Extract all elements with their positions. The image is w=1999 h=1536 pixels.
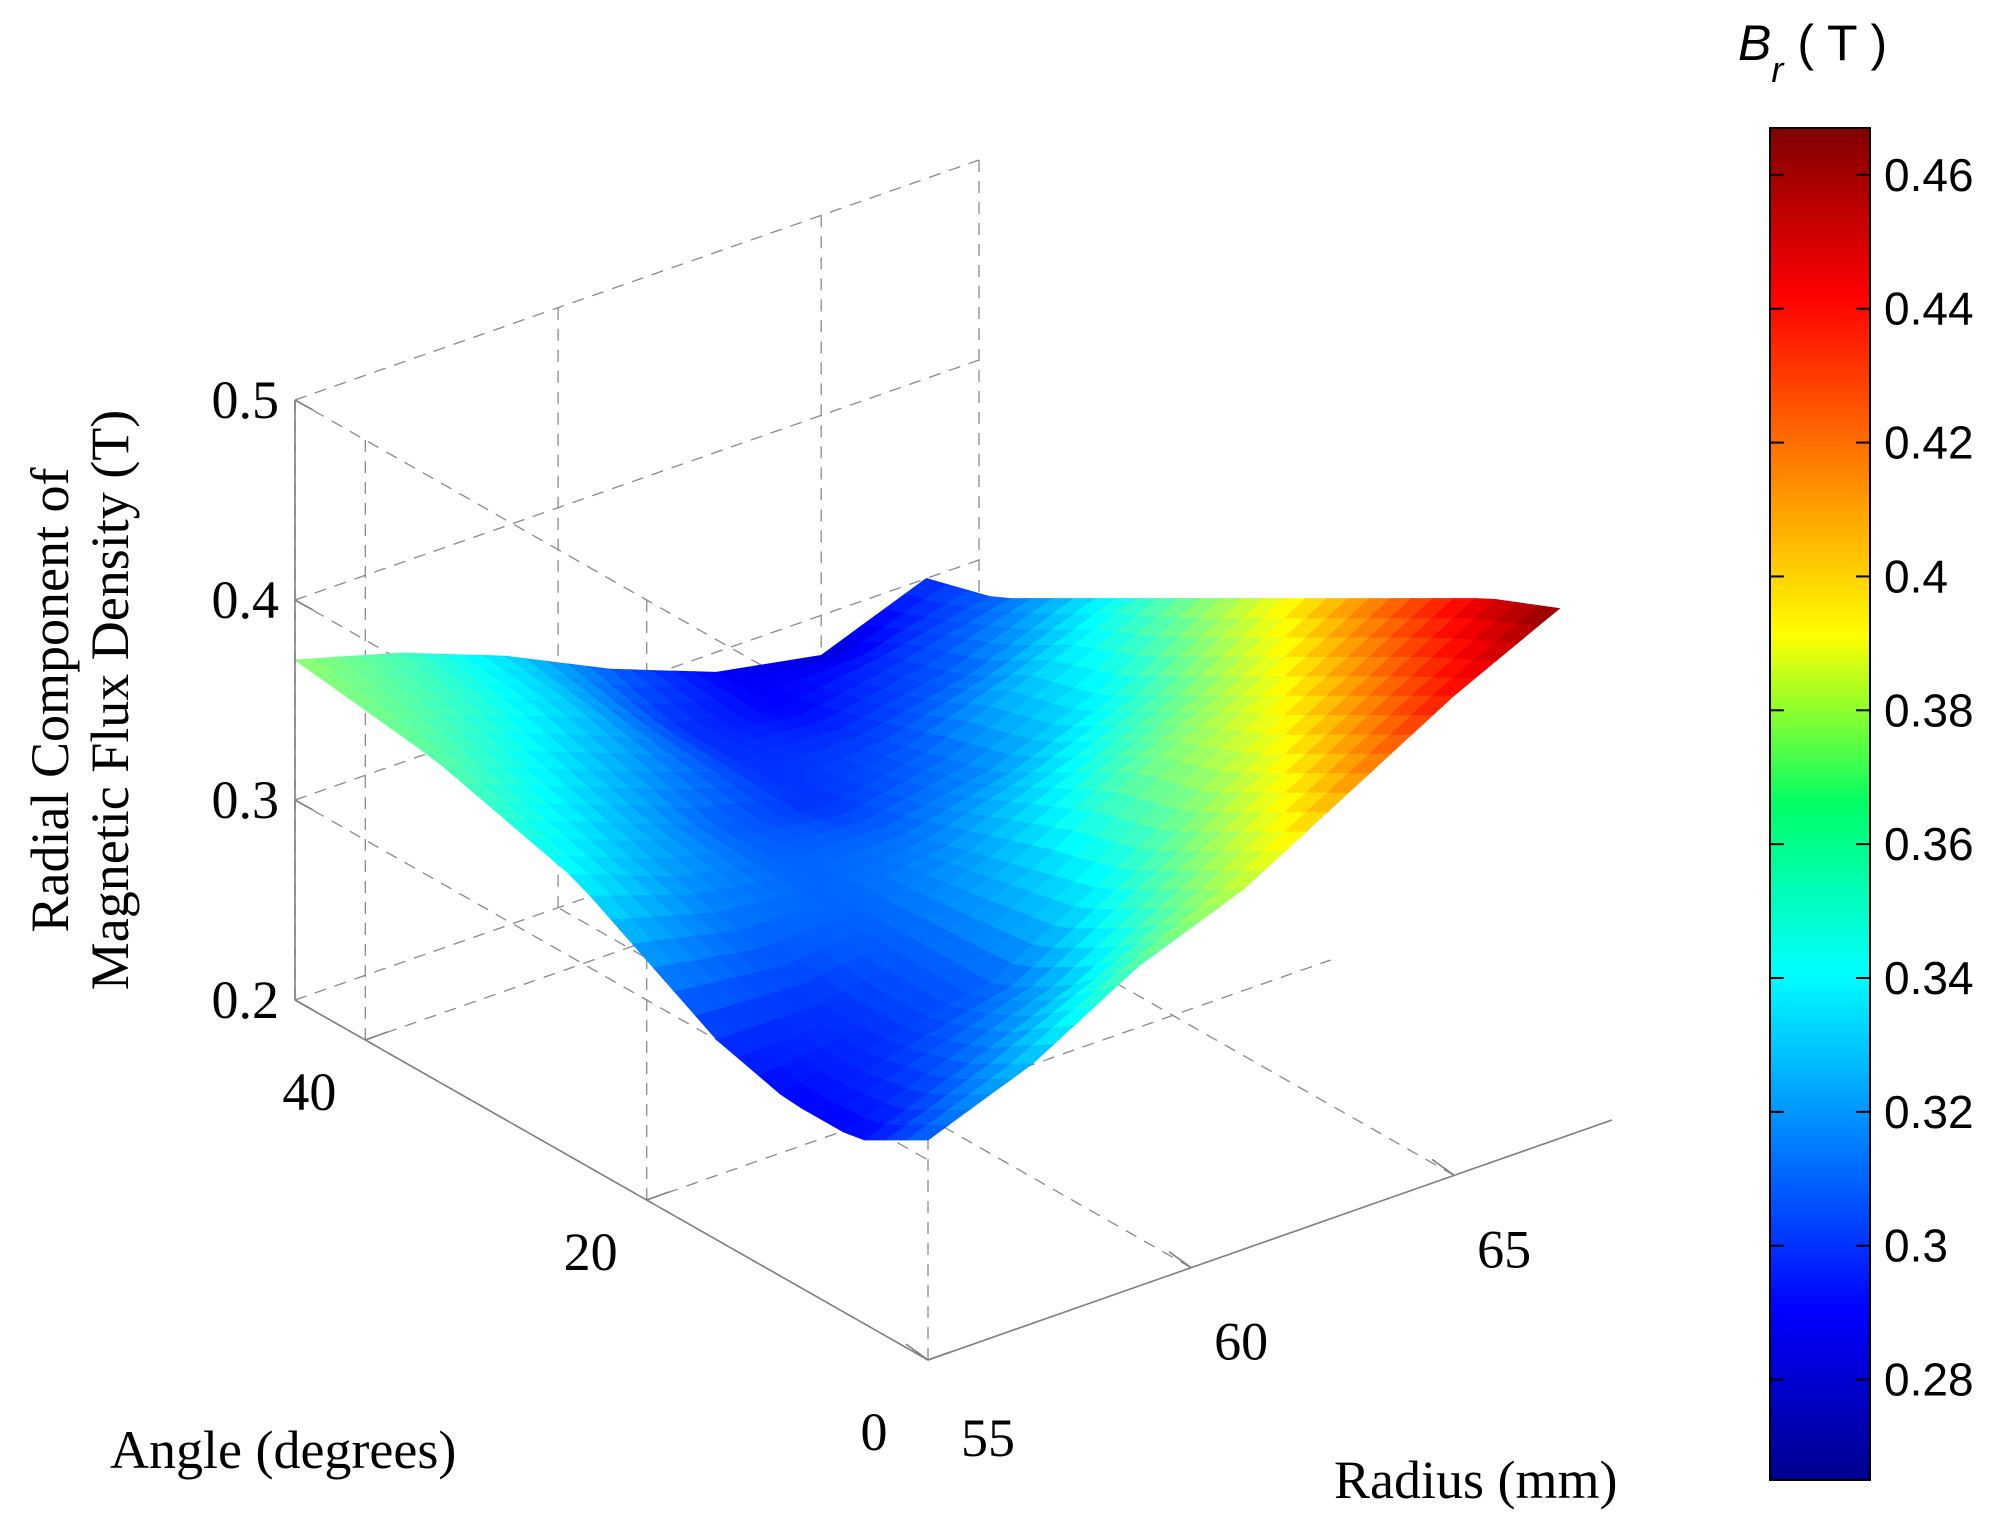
radius-tick (905, 1343, 929, 1361)
colorbar-unit: ( T ) (1797, 15, 1887, 71)
colorbar-tick-label: 0.4 (1884, 550, 1948, 602)
radius-tick-label: 60 (1214, 1312, 1268, 1372)
colorbar-gradient (1769, 127, 1871, 1481)
angle-axis-line (294, 999, 929, 1361)
surface-patch (1516, 605, 1561, 627)
angle-tick-label: 0 (861, 1402, 888, 1462)
radius-tick-label: 65 (1477, 1219, 1531, 1279)
colorbar-tick-label: 0.28 (1884, 1354, 1974, 1406)
z-tick-label: 0.4 (212, 570, 280, 630)
colorbar-tick-label: 0.44 (1884, 283, 1974, 335)
radius-axis-line (927, 1119, 1613, 1361)
grid-line (294, 159, 980, 401)
radius-tick-labels: 55 60 65 (961, 1219, 1531, 1468)
grid-line (820, 814, 1455, 1176)
colorbar-tick-label: 0.3 (1884, 1220, 1948, 1272)
z-tick-labels: 0.2 0.3 0.4 0.5 (212, 370, 280, 1030)
angle-tick (927, 1351, 951, 1361)
angle-tick-label: 20 (564, 1222, 618, 1282)
colorbar-tick-labels: 0.28 0.3 0.32 0.34 0.36 0.38 0.4 0.42 0.… (1884, 149, 1974, 1406)
z-tick (294, 399, 314, 411)
radius-tick (1168, 1251, 1192, 1269)
angle-tick-label: 40 (282, 1062, 336, 1122)
colorbar-title: Br ( T ) (1738, 15, 1887, 90)
radius-tick-label: 55 (961, 1408, 1015, 1468)
colorbar-tick-label: 0.38 (1884, 684, 1974, 736)
grid-line (294, 799, 929, 1161)
angle-tick-labels: 0 20 40 (282, 1062, 887, 1462)
z-tick-label: 0.5 (212, 370, 280, 430)
z-tick (294, 599, 314, 611)
radius-axis-label: Radius (mm) (1334, 1450, 1617, 1510)
angle-tick (365, 1031, 388, 1041)
flux-density-surface (293, 578, 1561, 1141)
colorbar-subscript: r (1771, 49, 1785, 90)
axis-titles: Radial Component of Magnetic Flux Densit… (20, 410, 1617, 1510)
grid-line (294, 399, 929, 761)
angle-axis-label: Angle (degrees) (110, 1420, 456, 1480)
angle-tick (646, 1191, 669, 1201)
colorbar-tick-label: 0.42 (1884, 417, 1974, 469)
colorbar-tick-label: 0.36 (1884, 818, 1974, 870)
z-tick (294, 999, 314, 1011)
grid-line (294, 359, 980, 601)
colorbar-tick-label: 0.32 (1884, 1086, 1974, 1138)
axes (294, 399, 1613, 1361)
z-axis-label-line2: Magnetic Flux Density (T) (80, 410, 140, 990)
z-tick-label: 0.2 (212, 970, 280, 1030)
radius-tick (1431, 1158, 1455, 1177)
z-tick-label: 0.3 (212, 770, 280, 830)
colorbar: 0.28 0.3 0.32 0.34 0.36 0.38 0.4 0.42 0.… (1738, 15, 1974, 1481)
colorbar-tick-label: 0.46 (1884, 149, 1974, 201)
z-tick (294, 799, 314, 811)
z-axis-label-line1: Radial Component of (20, 468, 80, 933)
colorbar-symbol: B (1738, 15, 1771, 71)
colorbar-tick-label: 0.34 (1884, 952, 1974, 1004)
